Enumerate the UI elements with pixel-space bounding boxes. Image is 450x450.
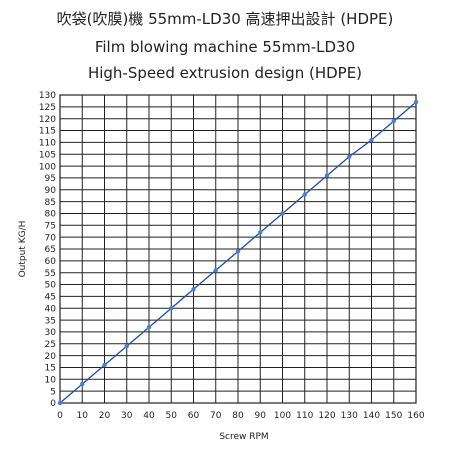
x-tick-label: 130	[341, 411, 358, 421]
x-tick-label: 40	[143, 411, 155, 421]
chart-title-line-3: High-Speed extrusion design (HDPE)	[87, 64, 363, 82]
y-tick-label: 40	[45, 304, 57, 314]
x-tick-label: 160	[407, 411, 424, 421]
y-tick-label: 50	[45, 281, 57, 291]
x-tick-label: 110	[296, 411, 313, 421]
x-tick-label: 60	[188, 411, 200, 421]
data-point	[146, 324, 152, 330]
x-tick-label: 10	[77, 411, 89, 421]
data-point	[391, 118, 396, 124]
data-point	[124, 343, 129, 349]
data-point	[169, 306, 174, 311]
y-tick-label: 55	[45, 269, 56, 279]
x-tick-label: 80	[232, 411, 244, 421]
data-point	[102, 362, 107, 368]
x-tick-label: 50	[166, 411, 178, 421]
y-tick-label: 95	[45, 174, 56, 184]
x-axis-label: Screw RPM	[219, 432, 268, 442]
data-point	[80, 381, 85, 387]
y-tick-label: 120	[39, 115, 56, 125]
y-tick-label: 75	[45, 222, 56, 232]
data-point	[191, 287, 196, 292]
x-tick-label: 120	[318, 411, 335, 421]
x-tick-label: 30	[121, 411, 133, 421]
data-point	[369, 137, 374, 143]
chart-title-line-2: Film blowing machine 55mm-LD30	[94, 38, 356, 56]
data-point	[280, 211, 285, 216]
data-point	[213, 268, 218, 273]
y-tick-label: 35	[45, 316, 56, 326]
y-tick-label: 105	[39, 150, 56, 160]
y-tick-label: 15	[45, 364, 56, 374]
y-tick-label: 45	[45, 293, 56, 303]
y-tick-label: 110	[39, 139, 56, 149]
x-tick-label: 150	[385, 411, 402, 421]
y-tick-label: 5	[50, 387, 56, 397]
y-tick-label: 125	[39, 103, 56, 113]
x-tick-label: 0	[57, 411, 63, 421]
x-tick-label: 70	[210, 411, 222, 421]
y-tick-label: 70	[45, 233, 57, 243]
y-tick-label: 65	[45, 245, 56, 255]
y-tick-label: 130	[39, 91, 56, 101]
data-point	[57, 400, 63, 406]
y-tick-label: 25	[45, 340, 56, 350]
x-tick-label: 100	[274, 411, 291, 421]
y-tick-label: 0	[50, 399, 56, 409]
y-tick-label: 30	[45, 328, 57, 338]
data-point	[347, 154, 352, 159]
data-point	[235, 249, 241, 254]
y-tick-label: 10	[45, 376, 57, 386]
y-tick-label: 115	[39, 127, 56, 137]
y-tick-label: 80	[45, 210, 57, 220]
y-tick-label: 60	[45, 257, 57, 267]
data-point	[302, 192, 307, 197]
data-point	[413, 99, 419, 105]
y-tick-label: 20	[45, 352, 57, 362]
data-point	[324, 173, 330, 178]
x-tick-label: 90	[255, 411, 267, 421]
y-tick-label: 85	[45, 198, 56, 208]
x-tick-label: 140	[363, 411, 380, 421]
plot-frame	[59, 94, 417, 404]
y-tick-label: 100	[39, 162, 56, 172]
x-tick-label: 20	[99, 411, 111, 421]
y-tick-label: 90	[45, 186, 57, 196]
data-point	[258, 230, 263, 235]
y-axis-label: Output KG/H	[18, 221, 28, 278]
chart-title-line-1: 吹袋(吹膜)機 55mm-LD30 高速押出設計 (HDPE)	[56, 10, 394, 28]
